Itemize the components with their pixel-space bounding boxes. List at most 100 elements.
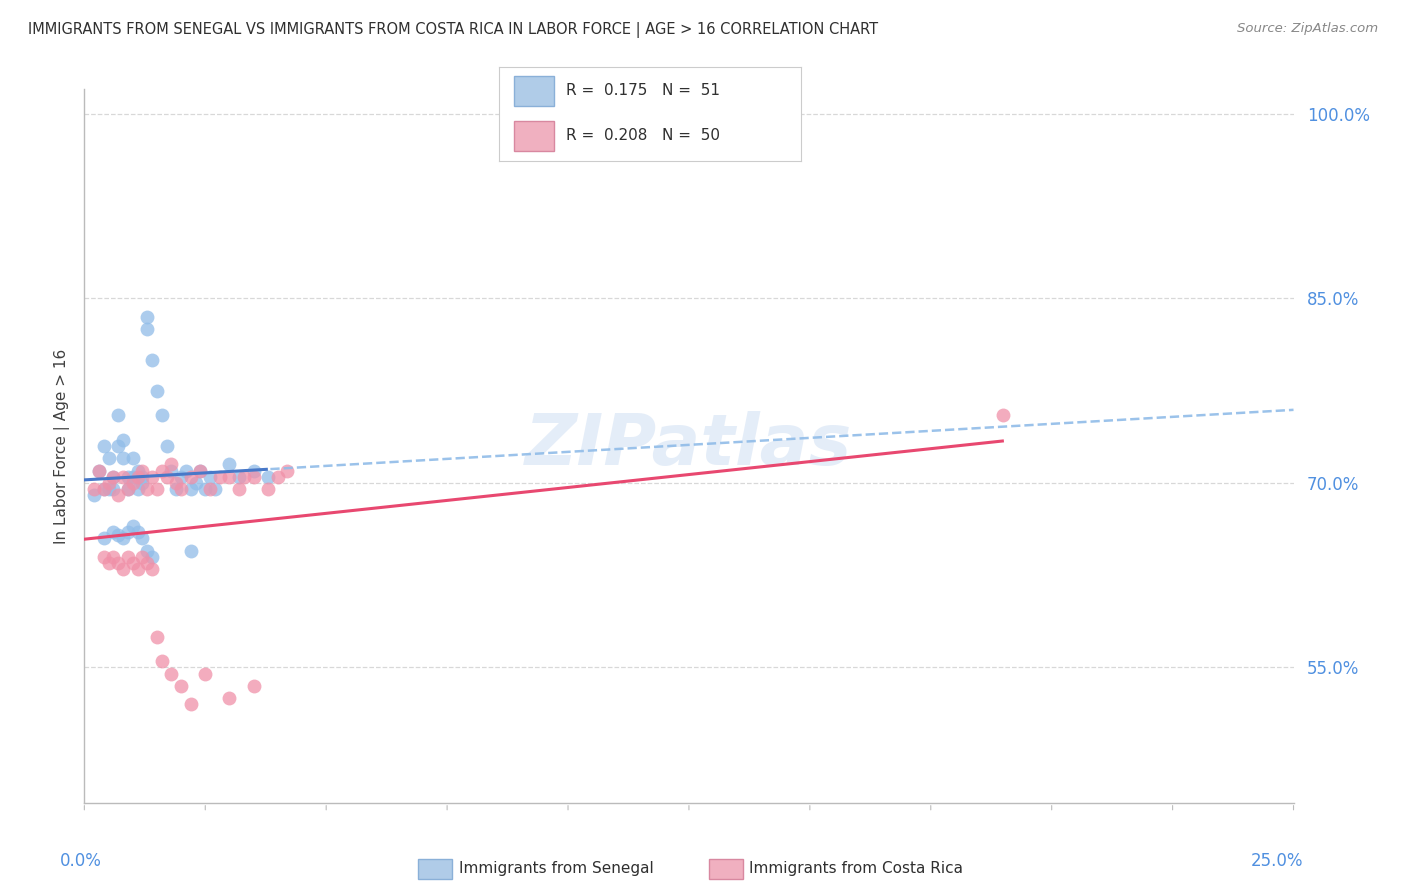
Point xyxy=(83,482,105,496)
Point xyxy=(83,488,105,502)
Point xyxy=(276,464,298,478)
Point xyxy=(198,482,221,496)
Bar xyxy=(709,859,744,880)
Point xyxy=(218,469,240,483)
Point xyxy=(160,464,183,478)
Point xyxy=(242,679,264,693)
Point xyxy=(127,525,149,540)
Bar xyxy=(419,859,453,880)
Bar xyxy=(515,77,554,106)
Point xyxy=(103,549,125,564)
Point xyxy=(218,691,240,706)
Point xyxy=(97,482,120,496)
Point xyxy=(112,531,135,545)
Point xyxy=(257,469,280,483)
Point xyxy=(242,464,264,478)
Point xyxy=(127,562,149,576)
Point xyxy=(141,469,163,483)
Point xyxy=(93,531,115,545)
Point xyxy=(112,433,135,447)
Point xyxy=(228,469,250,483)
Point xyxy=(121,556,143,570)
Point xyxy=(121,475,143,490)
Point xyxy=(150,464,173,478)
Point xyxy=(267,469,290,483)
Point xyxy=(174,464,197,478)
Point xyxy=(170,469,193,483)
Point xyxy=(131,531,153,545)
Point xyxy=(180,469,202,483)
Point xyxy=(228,482,250,496)
Point xyxy=(180,543,202,558)
Point xyxy=(208,469,231,483)
Point xyxy=(87,464,110,478)
Point xyxy=(97,451,120,466)
Point xyxy=(180,698,202,712)
Point xyxy=(121,519,143,533)
Point xyxy=(170,482,193,496)
Point xyxy=(107,527,129,541)
Point xyxy=(103,469,125,483)
Point xyxy=(257,482,280,496)
Text: 0.0%: 0.0% xyxy=(60,852,103,870)
Point xyxy=(117,482,139,496)
Point xyxy=(180,482,202,496)
Point xyxy=(93,482,115,496)
Point xyxy=(107,488,129,502)
Point xyxy=(117,469,139,483)
Point xyxy=(218,458,240,472)
Point xyxy=(204,482,226,496)
Point xyxy=(107,439,129,453)
Point xyxy=(87,464,110,478)
Point xyxy=(131,464,153,478)
Point xyxy=(136,482,159,496)
Point xyxy=(993,409,1015,423)
Point xyxy=(107,556,129,570)
Point xyxy=(190,464,212,478)
Point xyxy=(117,549,139,564)
Point xyxy=(112,469,135,483)
Point xyxy=(136,322,159,336)
Point xyxy=(194,666,217,681)
Point xyxy=(103,525,125,540)
Text: R =  0.208   N =  50: R = 0.208 N = 50 xyxy=(565,128,720,144)
Point xyxy=(190,464,212,478)
Point xyxy=(131,549,153,564)
Point xyxy=(165,482,187,496)
Text: Immigrants from Costa Rica: Immigrants from Costa Rica xyxy=(749,862,963,876)
Point xyxy=(93,439,115,453)
Text: R =  0.175   N =  51: R = 0.175 N = 51 xyxy=(565,83,720,98)
Point xyxy=(150,409,173,423)
Point xyxy=(146,384,169,398)
Point xyxy=(93,482,115,496)
Text: ZIPatlas: ZIPatlas xyxy=(526,411,852,481)
Point xyxy=(150,654,173,668)
Point xyxy=(97,556,120,570)
Point xyxy=(117,525,139,540)
Point xyxy=(127,469,149,483)
Point xyxy=(141,562,163,576)
Point xyxy=(198,469,221,483)
Point xyxy=(131,469,153,483)
Point xyxy=(117,482,139,496)
Point xyxy=(136,310,159,324)
Point xyxy=(155,439,177,453)
Bar xyxy=(515,121,554,152)
Point xyxy=(103,482,125,496)
Text: 25.0%: 25.0% xyxy=(1251,852,1303,870)
Point xyxy=(121,469,143,483)
Point xyxy=(107,409,129,423)
Text: Source: ZipAtlas.com: Source: ZipAtlas.com xyxy=(1237,22,1378,36)
Point xyxy=(121,451,143,466)
Point xyxy=(160,666,183,681)
Point xyxy=(141,549,163,564)
Point xyxy=(141,352,163,367)
Point xyxy=(112,451,135,466)
Point xyxy=(136,543,159,558)
Point xyxy=(93,549,115,564)
Point xyxy=(127,482,149,496)
Point xyxy=(131,475,153,490)
Point xyxy=(146,482,169,496)
Text: Immigrants from Senegal: Immigrants from Senegal xyxy=(458,862,654,876)
Point xyxy=(165,475,187,490)
